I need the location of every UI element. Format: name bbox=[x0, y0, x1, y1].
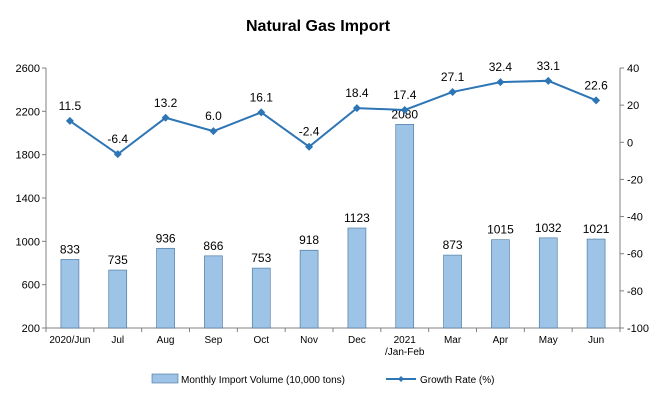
line-value-label: 22.6 bbox=[584, 78, 608, 92]
x-tick-label: May bbox=[539, 335, 558, 346]
line-point bbox=[305, 142, 314, 151]
bar-value-label: 735 bbox=[108, 253, 128, 267]
x-tick-label: Apr bbox=[493, 335, 509, 346]
bar bbox=[491, 239, 510, 329]
y-left-tick-label: 2600 bbox=[16, 63, 40, 75]
bar-value-label: 873 bbox=[443, 238, 463, 252]
legend-line-label: Growth Rate (%) bbox=[420, 375, 494, 386]
line-value-label: -6.4 bbox=[107, 132, 128, 146]
bar-value-label: 1021 bbox=[583, 222, 610, 236]
y-right-tick-label: -80 bbox=[627, 286, 643, 298]
line-point bbox=[209, 127, 218, 136]
legend: Monthly Import Volume (10,000 tons) Growt… bbox=[151, 373, 494, 386]
line-point bbox=[352, 104, 361, 113]
bar bbox=[60, 259, 80, 329]
line-point bbox=[65, 116, 74, 125]
bar bbox=[538, 237, 558, 329]
bar-value-label: 918 bbox=[299, 233, 319, 247]
x-tick-label: 2020/Jun bbox=[49, 335, 90, 346]
x-tick-label: 2021/Jan-Feb bbox=[385, 335, 425, 358]
legend-line-marker bbox=[398, 376, 404, 382]
y-right-tick-label: -100 bbox=[627, 323, 649, 335]
bar-value-label: 833 bbox=[60, 242, 80, 256]
x-tick-label: Dec bbox=[348, 335, 366, 346]
line-point bbox=[161, 113, 170, 122]
bar bbox=[347, 227, 367, 329]
line-value-label: 17.4 bbox=[393, 88, 417, 102]
x-tick-label: Oct bbox=[253, 335, 269, 346]
x-tick-label: Mar bbox=[444, 335, 462, 346]
y-right-tick-label: -60 bbox=[627, 249, 643, 261]
y-right-tick-label: 0 bbox=[627, 137, 633, 149]
line-value-label: 13.2 bbox=[154, 96, 178, 110]
chart-title: Natural Gas Import bbox=[246, 18, 391, 35]
line-point bbox=[592, 96, 601, 105]
y-right-tick-label: -40 bbox=[627, 212, 643, 224]
legend-bar-label: Monthly Import Volume (10,000 tons) bbox=[181, 375, 345, 386]
y-left-tick-label: 1000 bbox=[16, 236, 40, 248]
x-tick-label: Aug bbox=[157, 335, 175, 346]
line-point bbox=[448, 87, 457, 96]
line-value-label: 33.1 bbox=[537, 59, 561, 73]
x-tick-label: Nov bbox=[300, 335, 318, 346]
x-tick-label: Sep bbox=[205, 335, 223, 346]
bar bbox=[299, 249, 319, 329]
y-right-tick-label: -20 bbox=[627, 174, 643, 186]
line-value-label: 11.5 bbox=[59, 99, 82, 113]
y-left-tick-label: 600 bbox=[22, 280, 40, 292]
bar-value-label: 1032 bbox=[535, 221, 562, 235]
line-point bbox=[496, 78, 505, 87]
bar-value-label: 866 bbox=[203, 239, 223, 253]
bar-value-label: 1123 bbox=[344, 211, 370, 225]
bar bbox=[156, 247, 175, 329]
y-left-tick-label: 200 bbox=[22, 323, 40, 335]
bar bbox=[443, 254, 462, 329]
growth-line bbox=[69, 79, 597, 156]
x-tick-label: Jul bbox=[111, 335, 124, 346]
bar bbox=[586, 238, 606, 329]
line-value-label: 16.1 bbox=[250, 90, 274, 104]
x-tick-label: Jun bbox=[588, 335, 604, 346]
bar-value-label: 936 bbox=[156, 231, 176, 245]
bar-value-label: 753 bbox=[251, 251, 271, 265]
line-point bbox=[113, 150, 122, 159]
line-point bbox=[257, 108, 266, 117]
bar bbox=[395, 124, 415, 329]
bar bbox=[251, 267, 271, 329]
line-value-label: 27.1 bbox=[441, 70, 465, 84]
line-value-label: -2.4 bbox=[299, 125, 320, 139]
bar-value-label: 2080 bbox=[391, 107, 418, 121]
line-point bbox=[544, 76, 553, 85]
bar-value-label: 1015 bbox=[487, 223, 514, 237]
bar bbox=[108, 269, 128, 329]
line-value-label: 6.0 bbox=[205, 109, 222, 123]
y-right-tick-label: 20 bbox=[627, 100, 639, 112]
legend-bar-swatch bbox=[151, 373, 179, 384]
y-right-tick-label: 40 bbox=[627, 63, 639, 75]
y-left-tick-label: 2200 bbox=[16, 106, 40, 118]
y-left-tick-label: 1800 bbox=[16, 150, 40, 162]
plot-area: 20060010001400180022002600-100-80-60-40-… bbox=[16, 59, 650, 358]
y-left-tick-label: 1400 bbox=[16, 193, 40, 205]
bar bbox=[204, 255, 223, 329]
line-value-label: 18.4 bbox=[345, 86, 369, 100]
line-value-label: 32.4 bbox=[489, 60, 513, 74]
line-point bbox=[400, 105, 409, 114]
